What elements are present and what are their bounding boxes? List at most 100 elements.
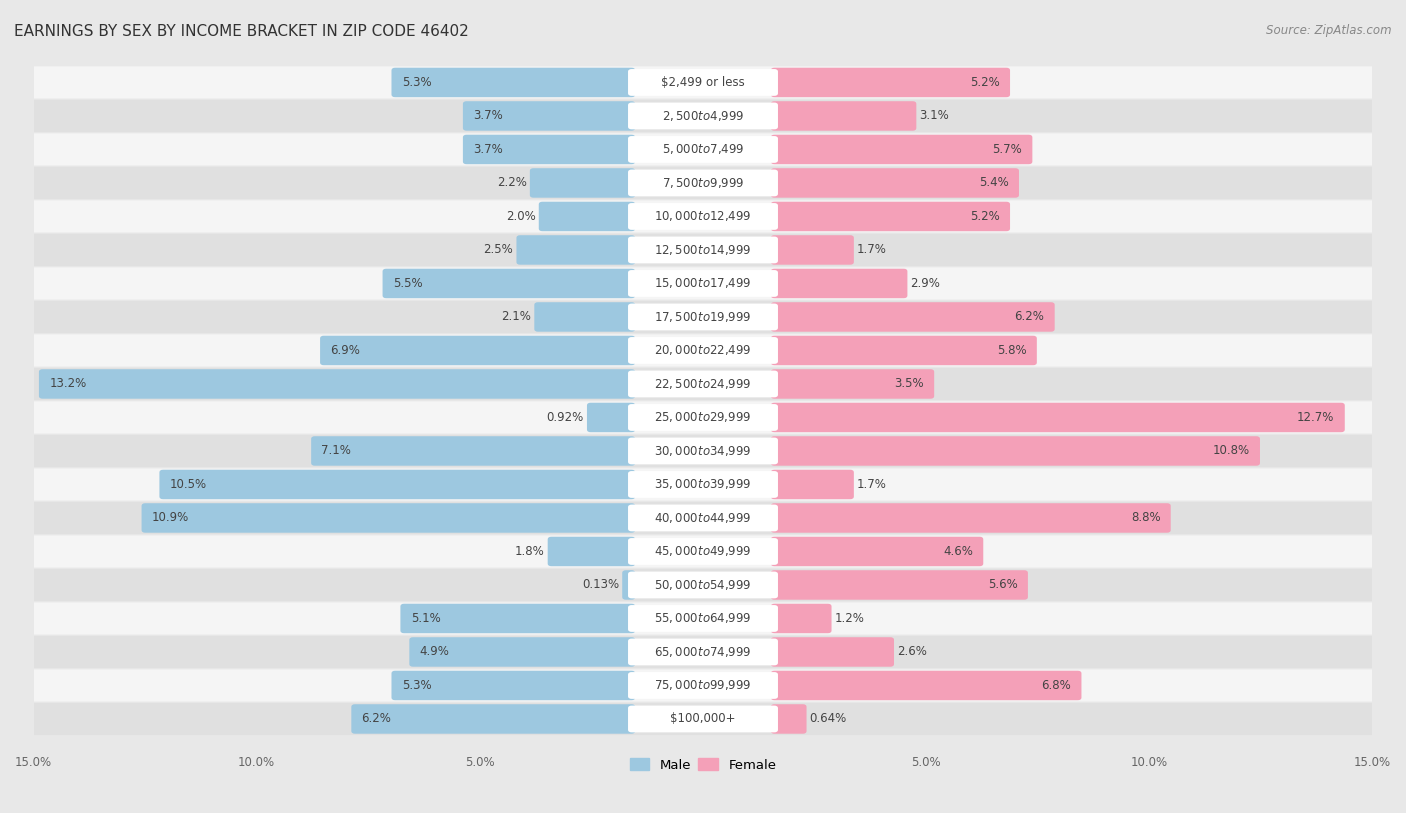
- FancyBboxPatch shape: [31, 669, 1375, 702]
- Text: 1.7%: 1.7%: [858, 243, 887, 256]
- Text: 2.6%: 2.6%: [897, 646, 927, 659]
- FancyBboxPatch shape: [548, 537, 636, 566]
- FancyBboxPatch shape: [516, 235, 636, 265]
- Text: 4.9%: 4.9%: [419, 646, 450, 659]
- FancyBboxPatch shape: [31, 67, 1375, 98]
- FancyBboxPatch shape: [770, 336, 1036, 365]
- FancyBboxPatch shape: [628, 303, 778, 330]
- FancyBboxPatch shape: [628, 706, 778, 733]
- FancyBboxPatch shape: [31, 536, 1375, 567]
- Text: $15,000 to $17,499: $15,000 to $17,499: [654, 276, 752, 290]
- FancyBboxPatch shape: [770, 135, 1032, 164]
- FancyBboxPatch shape: [770, 570, 1028, 600]
- FancyBboxPatch shape: [31, 636, 1375, 668]
- FancyBboxPatch shape: [463, 135, 636, 164]
- Text: $2,499 or less: $2,499 or less: [661, 76, 745, 89]
- FancyBboxPatch shape: [628, 371, 778, 398]
- Text: 3.5%: 3.5%: [894, 377, 924, 390]
- FancyBboxPatch shape: [628, 136, 778, 163]
- Text: $35,000 to $39,999: $35,000 to $39,999: [654, 477, 752, 492]
- FancyBboxPatch shape: [31, 703, 1375, 735]
- FancyBboxPatch shape: [770, 537, 983, 566]
- FancyBboxPatch shape: [409, 637, 636, 667]
- Text: 1.2%: 1.2%: [835, 612, 865, 625]
- FancyBboxPatch shape: [31, 435, 1375, 467]
- FancyBboxPatch shape: [31, 334, 1375, 367]
- FancyBboxPatch shape: [770, 369, 934, 398]
- FancyBboxPatch shape: [391, 671, 636, 700]
- Text: 2.9%: 2.9%: [911, 277, 941, 290]
- Text: 6.8%: 6.8%: [1042, 679, 1071, 692]
- Text: 10.5%: 10.5%: [170, 478, 207, 491]
- FancyBboxPatch shape: [623, 570, 636, 600]
- FancyBboxPatch shape: [770, 402, 1344, 433]
- Text: $17,500 to $19,999: $17,500 to $19,999: [654, 310, 752, 324]
- Text: 5.6%: 5.6%: [988, 579, 1018, 592]
- FancyBboxPatch shape: [31, 502, 1375, 534]
- Text: $50,000 to $54,999: $50,000 to $54,999: [654, 578, 752, 592]
- Text: $100,000+: $100,000+: [671, 712, 735, 725]
- FancyBboxPatch shape: [628, 337, 778, 364]
- FancyBboxPatch shape: [534, 302, 636, 332]
- Text: $5,000 to $7,499: $5,000 to $7,499: [662, 142, 744, 156]
- FancyBboxPatch shape: [31, 569, 1375, 601]
- FancyBboxPatch shape: [770, 503, 1171, 533]
- Text: $25,000 to $29,999: $25,000 to $29,999: [654, 411, 752, 424]
- FancyBboxPatch shape: [628, 69, 778, 96]
- Text: 0.64%: 0.64%: [810, 712, 846, 725]
- FancyBboxPatch shape: [31, 267, 1375, 299]
- FancyBboxPatch shape: [586, 402, 636, 433]
- FancyBboxPatch shape: [628, 572, 778, 598]
- FancyBboxPatch shape: [352, 704, 636, 733]
- FancyBboxPatch shape: [530, 168, 636, 198]
- Text: 2.2%: 2.2%: [496, 176, 527, 189]
- Text: $20,000 to $22,499: $20,000 to $22,499: [654, 343, 752, 358]
- Text: EARNINGS BY SEX BY INCOME BRACKET IN ZIP CODE 46402: EARNINGS BY SEX BY INCOME BRACKET IN ZIP…: [14, 24, 468, 39]
- FancyBboxPatch shape: [628, 102, 778, 129]
- FancyBboxPatch shape: [770, 269, 907, 298]
- FancyBboxPatch shape: [770, 67, 1010, 98]
- Text: 3.7%: 3.7%: [474, 143, 503, 156]
- FancyBboxPatch shape: [628, 203, 778, 230]
- FancyBboxPatch shape: [142, 503, 636, 533]
- FancyBboxPatch shape: [628, 672, 778, 699]
- FancyBboxPatch shape: [770, 168, 1019, 198]
- FancyBboxPatch shape: [31, 468, 1375, 501]
- Text: 3.1%: 3.1%: [920, 110, 949, 123]
- Text: 1.7%: 1.7%: [858, 478, 887, 491]
- Text: $40,000 to $44,999: $40,000 to $44,999: [654, 511, 752, 525]
- FancyBboxPatch shape: [31, 200, 1375, 233]
- FancyBboxPatch shape: [159, 470, 636, 499]
- FancyBboxPatch shape: [311, 437, 636, 466]
- FancyBboxPatch shape: [770, 437, 1260, 466]
- Text: 5.7%: 5.7%: [993, 143, 1022, 156]
- FancyBboxPatch shape: [770, 704, 807, 733]
- FancyBboxPatch shape: [31, 402, 1375, 433]
- Text: 10.8%: 10.8%: [1212, 445, 1250, 458]
- FancyBboxPatch shape: [401, 604, 636, 633]
- FancyBboxPatch shape: [628, 270, 778, 297]
- Text: 5.2%: 5.2%: [970, 76, 1000, 89]
- Text: 6.2%: 6.2%: [361, 712, 391, 725]
- FancyBboxPatch shape: [31, 100, 1375, 132]
- Text: $75,000 to $99,999: $75,000 to $99,999: [654, 679, 752, 693]
- Text: 12.7%: 12.7%: [1298, 411, 1334, 424]
- FancyBboxPatch shape: [31, 133, 1375, 166]
- FancyBboxPatch shape: [628, 404, 778, 431]
- Text: 5.8%: 5.8%: [997, 344, 1026, 357]
- Text: 7.1%: 7.1%: [322, 445, 352, 458]
- FancyBboxPatch shape: [770, 671, 1081, 700]
- Text: 2.5%: 2.5%: [484, 243, 513, 256]
- FancyBboxPatch shape: [31, 234, 1375, 266]
- FancyBboxPatch shape: [391, 67, 636, 98]
- FancyBboxPatch shape: [628, 170, 778, 197]
- Text: 8.8%: 8.8%: [1130, 511, 1160, 524]
- FancyBboxPatch shape: [770, 202, 1010, 231]
- Text: 3.7%: 3.7%: [474, 110, 503, 123]
- Text: 1.8%: 1.8%: [515, 545, 544, 558]
- Text: 4.6%: 4.6%: [943, 545, 973, 558]
- Text: 5.1%: 5.1%: [411, 612, 440, 625]
- Text: $12,500 to $14,999: $12,500 to $14,999: [654, 243, 752, 257]
- FancyBboxPatch shape: [770, 637, 894, 667]
- Text: $22,500 to $24,999: $22,500 to $24,999: [654, 377, 752, 391]
